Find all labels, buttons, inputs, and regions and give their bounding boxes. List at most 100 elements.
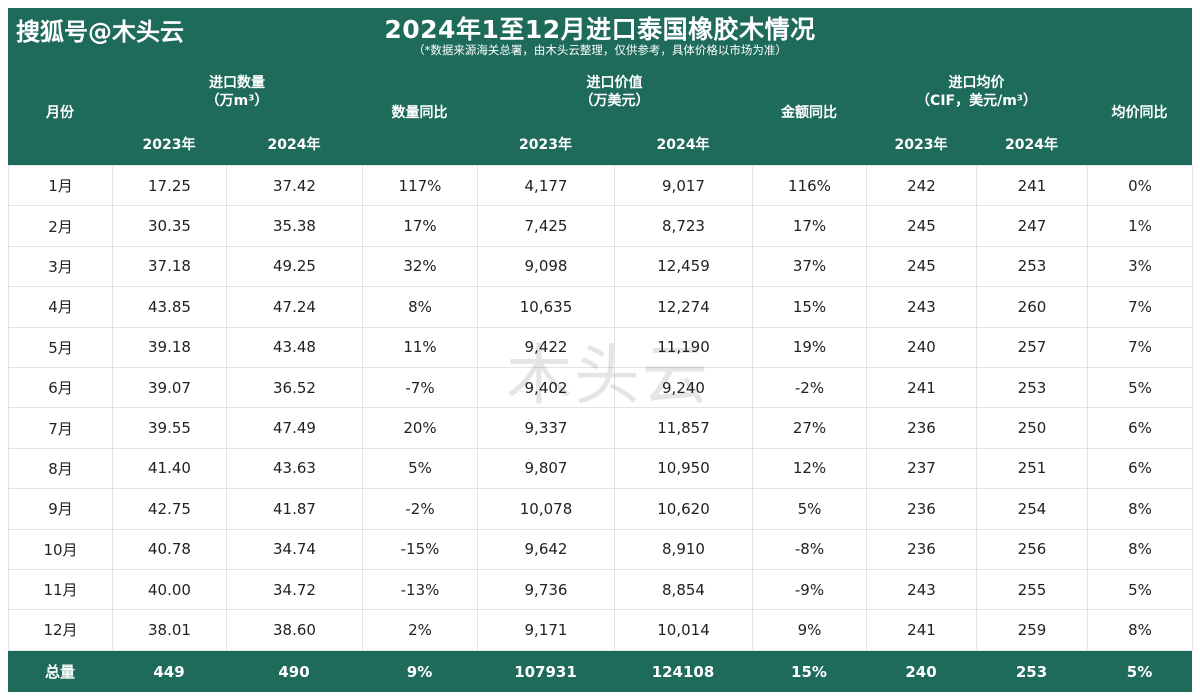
cell-val-yoy: 9% bbox=[752, 609, 867, 651]
cell-qty-2024: 49.25 bbox=[226, 245, 363, 288]
cell-val-yoy: 19% bbox=[752, 326, 867, 368]
cell-val-yoy: -9% bbox=[752, 568, 867, 611]
cell-val-yoy: 116% bbox=[752, 164, 867, 207]
cell-price-yoy: 5% bbox=[1087, 366, 1193, 409]
cell-month: 2月 bbox=[8, 205, 113, 247]
cell-price-2023: 241 bbox=[866, 609, 977, 651]
cell-val-2024: 11,190 bbox=[614, 326, 753, 368]
cell-val-yoy: 27% bbox=[752, 407, 867, 449]
cell-qty-2023: 39.18 bbox=[112, 326, 227, 368]
cell-val-yoy: 17% bbox=[752, 205, 867, 247]
table-row: 6月 39.07 36.52 -7% 9,402 9,240 -2% 241 253 5% bbox=[8, 366, 1193, 409]
header-qty-2023: 2023年 bbox=[142, 137, 196, 153]
cell-month: 9月 bbox=[8, 488, 113, 530]
cell-val-2024: 10,950 bbox=[614, 447, 753, 490]
cell-qty-yoy: 5% bbox=[362, 447, 478, 490]
page-title: 2024年1至12月进口泰国橡胶木情况 bbox=[384, 15, 816, 44]
header-price-line1: 进口均价 bbox=[948, 75, 1005, 91]
header-qty-line2: （万m³） bbox=[205, 93, 269, 109]
total-label: 总量 bbox=[44, 663, 75, 681]
cell-val-2024: 10,014 bbox=[614, 609, 753, 651]
cell-val-2023: 10,078 bbox=[477, 488, 615, 530]
table-row: 9月 42.75 41.87 -2% 10,078 10,620 5% 236 254 8% bbox=[8, 488, 1193, 530]
cell-price-2023: 245 bbox=[866, 205, 977, 247]
table-header: 搜狐号@木头云 2024年1至12月进口泰国橡胶木情况 （*数据来源海关总署，由… bbox=[8, 8, 1192, 165]
header-val-2024: 2024年 bbox=[656, 137, 710, 153]
total-cell: 490 bbox=[278, 662, 310, 681]
cell-qty-yoy: 117% bbox=[362, 164, 478, 207]
cell-price-2023: 236 bbox=[866, 528, 977, 570]
total-cell: 107931 bbox=[514, 662, 577, 681]
cell-qty-yoy: 2% bbox=[362, 609, 478, 651]
cell-qty-2024: 47.24 bbox=[226, 286, 363, 328]
cell-val-2023: 9,402 bbox=[477, 366, 615, 409]
table-row: 12月 38.01 38.60 2% 9,171 10,014 9% 241 259 8% bbox=[8, 609, 1193, 651]
table-row: 8月 41.40 43.63 5% 9,807 10,950 12% 237 251 6% bbox=[8, 447, 1193, 490]
cell-price-2023: 245 bbox=[866, 245, 977, 288]
cell-price-2024: 260 bbox=[976, 286, 1088, 328]
cell-price-2023: 243 bbox=[866, 568, 977, 611]
logo: 搜狐号@木头云 bbox=[16, 18, 184, 46]
cell-qty-yoy: -15% bbox=[362, 528, 478, 570]
cell-price-2024: 241 bbox=[976, 164, 1088, 207]
header-price-yoy: 均价同比 bbox=[1111, 105, 1168, 121]
cell-price-2024: 253 bbox=[976, 245, 1088, 288]
total-cell: 253 bbox=[1015, 662, 1048, 681]
cell-qty-2024: 34.74 bbox=[226, 528, 363, 570]
header-price-group: 进口均价 （CIF，美元/m³） bbox=[866, 74, 1087, 110]
cell-price-yoy: 5% bbox=[1087, 568, 1193, 611]
cell-val-2024: 10,620 bbox=[614, 488, 753, 530]
cell-qty-2023: 42.75 bbox=[112, 488, 227, 530]
cell-price-2024: 254 bbox=[976, 488, 1088, 530]
cell-qty-yoy: 17% bbox=[362, 205, 478, 247]
cell-val-2023: 10,635 bbox=[477, 286, 615, 328]
cell-price-yoy: 8% bbox=[1087, 488, 1193, 530]
cell-qty-yoy: 8% bbox=[362, 286, 478, 328]
cell-price-2024: 257 bbox=[976, 326, 1088, 368]
cell-price-2023: 236 bbox=[866, 407, 977, 449]
cell-val-yoy: 15% bbox=[752, 286, 867, 328]
cell-price-yoy: 3% bbox=[1087, 245, 1193, 288]
cell-qty-yoy: 11% bbox=[362, 326, 478, 368]
cell-qty-2023: 30.35 bbox=[112, 205, 227, 247]
cell-price-2023: 236 bbox=[866, 488, 977, 530]
cell-month: 3月 bbox=[8, 245, 113, 288]
cell-val-yoy: 5% bbox=[752, 488, 867, 530]
cell-val-2024: 8,854 bbox=[614, 568, 753, 611]
cell-val-2023: 9,642 bbox=[477, 528, 615, 570]
cell-val-2023: 9,422 bbox=[477, 326, 615, 368]
cell-qty-2023: 39.55 bbox=[112, 407, 227, 449]
header-val-yoy: 金额同比 bbox=[781, 105, 837, 121]
total-row: 总量 449 490 9% 107931 124108 15% 240 253 5% bbox=[8, 651, 1192, 692]
cell-month: 1月 bbox=[8, 164, 113, 207]
cell-val-2024: 12,274 bbox=[614, 286, 753, 328]
cell-val-2023: 9,337 bbox=[477, 407, 615, 449]
header-val-group: 进口价值 （万美元） bbox=[477, 74, 752, 110]
total-cell: 124108 bbox=[651, 662, 715, 681]
cell-price-yoy: 0% bbox=[1087, 164, 1193, 207]
cell-price-2024: 251 bbox=[976, 447, 1088, 490]
cell-price-yoy: 6% bbox=[1087, 447, 1193, 490]
header-price-2024: 2024年 bbox=[1005, 137, 1058, 153]
cell-qty-2023: 40.00 bbox=[112, 568, 227, 611]
cell-qty-2023: 37.18 bbox=[112, 245, 227, 288]
cell-val-2023: 9,171 bbox=[477, 609, 615, 651]
cell-price-2023: 241 bbox=[866, 366, 977, 409]
cell-qty-yoy: 32% bbox=[362, 245, 478, 288]
cell-price-2023: 240 bbox=[866, 326, 977, 368]
source-note: （*数据来源海关总署，由木头云整理，仅供参考，具体价格以市场为准） bbox=[413, 43, 787, 57]
cell-val-2024: 9,017 bbox=[614, 164, 753, 207]
table-row: 10月 40.78 34.74 -15% 9,642 8,910 -8% 236 256 8% bbox=[8, 528, 1193, 570]
total-cell: 9% bbox=[406, 662, 433, 681]
cell-val-2023: 9,736 bbox=[477, 568, 615, 611]
cell-qty-2023: 41.40 bbox=[112, 447, 227, 490]
cell-qty-yoy: -2% bbox=[362, 488, 478, 530]
cell-val-2024: 11,857 bbox=[614, 407, 753, 449]
cell-price-2024: 255 bbox=[976, 568, 1088, 611]
cell-qty-yoy: -7% bbox=[362, 366, 478, 409]
cell-price-2023: 237 bbox=[866, 447, 977, 490]
cell-price-2024: 247 bbox=[976, 205, 1088, 247]
cell-qty-yoy: 20% bbox=[362, 407, 478, 449]
table-row: 5月 39.18 43.48 11% 9,422 11,190 19% 240 257 7% bbox=[8, 326, 1193, 368]
cell-price-2024: 256 bbox=[976, 528, 1088, 570]
